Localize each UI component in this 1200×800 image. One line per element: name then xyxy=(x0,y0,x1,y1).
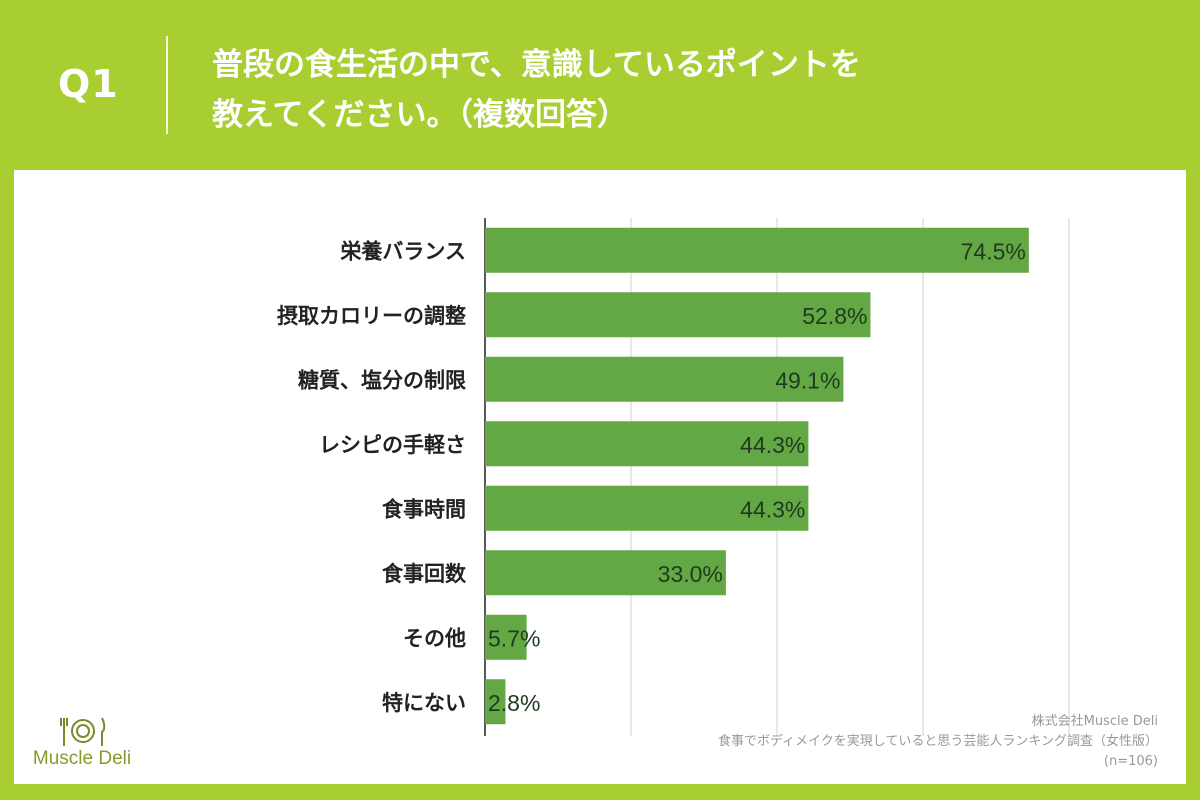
value-label: 44.3% xyxy=(740,432,805,458)
value-label: 33.0% xyxy=(658,561,723,587)
bar-chart: 栄養バランス 74.5% 摂取カロリーの調整 52.8% 糖質、塩分の制限 49.1% レシ… xyxy=(277,218,1070,736)
category-label: 糖質、塩分の制限 xyxy=(298,368,466,392)
question-number: Q1 xyxy=(58,62,119,106)
brand-logo: Muscle Deli xyxy=(22,712,142,782)
chart-panel: 栄養バランス 74.5% 摂取カロリーの調整 52.8% 糖質、塩分の制限 49.1% レシ… xyxy=(14,170,1186,784)
category-label: 摂取カロリーの調整 xyxy=(277,304,466,328)
header-divider xyxy=(166,36,168,134)
bar xyxy=(485,421,809,467)
bar xyxy=(485,550,726,596)
credit-survey: 食事でボディメイクを実現していると思う芸能人ランキング調査（女性版） xyxy=(717,734,1158,749)
category-label: レシピの手軽さ xyxy=(319,433,466,457)
bar xyxy=(485,292,871,338)
header: Q1 普段の食生活の中で、意識しているポイントを 教えてください。（複数回答） xyxy=(0,0,1200,170)
bar xyxy=(485,227,1029,273)
category-label: 特にない xyxy=(382,691,466,715)
bar xyxy=(485,485,809,531)
question-title-line2: 教えてください。（複数回答） xyxy=(212,97,629,133)
question-title: 普段の食生活の中で、意識しているポイントを 教えてください。（複数回答） xyxy=(212,40,1112,140)
brand-name: Muscle Deli xyxy=(32,748,132,769)
credit-company: 株式会社Muscle Deli xyxy=(1031,714,1158,729)
value-label: 44.3% xyxy=(740,496,805,522)
bar xyxy=(485,614,527,660)
value-label: 5.7% xyxy=(488,625,540,651)
category-label: 食事時間 xyxy=(382,497,466,521)
category-label: 食事回数 xyxy=(382,562,467,586)
fork-plate-knife-icon xyxy=(60,717,106,746)
credits: 株式会社Muscle Deli 食事でボディメイクを実現していると思う芸能人ラン… xyxy=(458,712,1158,772)
category-label: 栄養バランス xyxy=(339,239,466,263)
bar xyxy=(485,679,506,725)
credit-sample: (n=106) xyxy=(1103,754,1158,769)
value-label: 2.8% xyxy=(488,690,540,716)
value-label: 74.5% xyxy=(961,238,1026,264)
question-title-line1: 普段の食生活の中で、意識しているポイントを xyxy=(212,47,861,83)
bar xyxy=(485,356,844,402)
value-label: 49.1% xyxy=(775,367,840,393)
category-label: その他 xyxy=(403,626,466,650)
value-label: 52.8% xyxy=(802,303,867,329)
